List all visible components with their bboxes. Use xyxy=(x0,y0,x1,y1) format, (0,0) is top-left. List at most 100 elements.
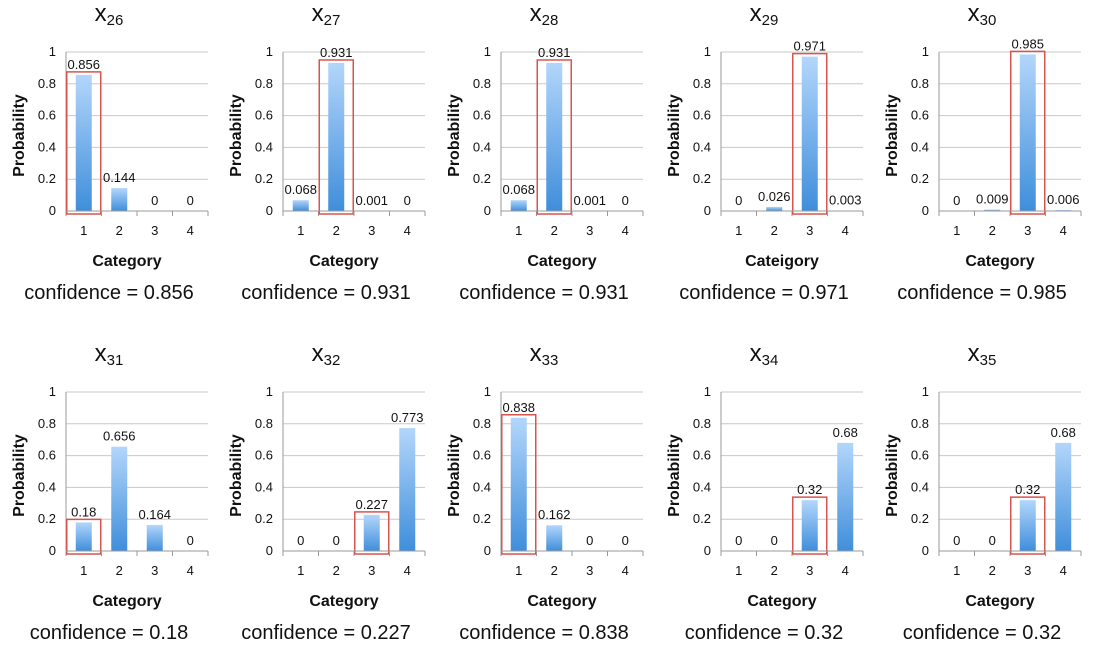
data-label: 0 xyxy=(735,193,742,208)
bar xyxy=(766,207,782,211)
bar xyxy=(802,500,818,551)
y-tick-label: 0.4 xyxy=(38,479,56,494)
y-axis-title: Probability xyxy=(228,434,245,517)
x-tick-label: 3 xyxy=(1024,563,1031,578)
x-tick-label: 2 xyxy=(551,223,558,238)
x-tick-label: 2 xyxy=(551,563,558,578)
x-tick-label: 1 xyxy=(297,223,304,238)
y-tick-label: 0.8 xyxy=(473,416,491,431)
y-tick-label: 0.2 xyxy=(38,171,56,186)
data-label: 0.985 xyxy=(1011,36,1044,51)
y-tick-label: 0.2 xyxy=(255,171,273,186)
data-label: 0.32 xyxy=(1015,482,1040,497)
y-tick-label: 1 xyxy=(49,384,56,399)
x-tick-label: 3 xyxy=(151,563,158,578)
x-tick-label: 2 xyxy=(116,223,123,238)
confidence-label: confidence = 0.985 xyxy=(873,282,1091,305)
bar-chart: 00.20.40.60.81102030.3240.68CategoryProb… xyxy=(655,340,873,658)
confidence-label: confidence = 0.931 xyxy=(435,282,653,305)
confidence-label: confidence = 0.18 xyxy=(0,622,218,645)
data-label: 0.144 xyxy=(103,170,136,185)
bar xyxy=(1055,443,1071,551)
confidence-label: confidence = 0.856 xyxy=(0,282,218,305)
x-tick-label: 4 xyxy=(187,563,194,578)
y-tick-label: 0.4 xyxy=(255,139,273,154)
y-tick-label: 0.6 xyxy=(911,108,929,123)
data-label: 0 xyxy=(297,533,304,548)
x-axis-title: Category xyxy=(965,593,1034,610)
bar-chart: 00.20.40.60.811020.00930.98540.006Catego… xyxy=(873,0,1091,318)
x-tick-label: 1 xyxy=(80,223,87,238)
y-tick-label: 1 xyxy=(484,44,491,59)
y-tick-label: 0.4 xyxy=(255,479,273,494)
y-axis-title: Probability xyxy=(884,434,901,517)
y-axis-title: Probability xyxy=(884,94,901,177)
confidence-label: confidence = 0.971 xyxy=(655,282,873,305)
data-label: 0.009 xyxy=(976,192,1009,207)
data-label: 0.68 xyxy=(1051,425,1076,440)
y-tick-label: 0 xyxy=(922,543,929,558)
data-label: 0.001 xyxy=(573,193,606,208)
y-axis-title: Probability xyxy=(666,434,683,517)
x-tick-label: 1 xyxy=(515,563,522,578)
y-tick-label: 0.2 xyxy=(38,511,56,526)
x-tick-label: 4 xyxy=(842,223,849,238)
y-tick-label: 0.6 xyxy=(255,108,273,123)
x-tick-label: 3 xyxy=(586,223,593,238)
data-label: 0.18 xyxy=(71,504,96,519)
y-tick-label: 0.6 xyxy=(473,108,491,123)
data-label: 0.026 xyxy=(758,189,791,204)
y-tick-label: 0.2 xyxy=(473,171,491,186)
bar xyxy=(837,443,853,551)
confidence-label: confidence = 0.227 xyxy=(217,622,435,645)
y-axis-title: Probability xyxy=(446,434,463,517)
x-tick-label: 2 xyxy=(989,223,996,238)
data-label: 0.003 xyxy=(829,193,862,208)
bar xyxy=(76,522,92,551)
y-tick-label: 1 xyxy=(922,384,929,399)
y-tick-label: 0.2 xyxy=(911,511,929,526)
x-tick-label: 1 xyxy=(515,223,522,238)
data-label: 0.773 xyxy=(391,410,424,425)
bar-chart: 00.20.40.60.8110.85620.1443040CategoryPr… xyxy=(0,0,218,318)
x-tick-label: 2 xyxy=(771,563,778,578)
data-label: 0.32 xyxy=(797,482,822,497)
x-tick-label: 1 xyxy=(80,563,87,578)
data-label: 0.068 xyxy=(502,182,535,197)
y-axis-title: Probability xyxy=(11,94,28,177)
y-tick-label: 0.6 xyxy=(473,448,491,463)
data-label: 0.838 xyxy=(502,400,535,415)
x-tick-label: 3 xyxy=(368,223,375,238)
confidence-label: confidence = 0.838 xyxy=(435,622,653,645)
bar-chart: 00.20.40.60.81102030.3240.68CategoryProb… xyxy=(873,340,1091,658)
y-tick-label: 0.4 xyxy=(473,139,491,154)
y-tick-label: 0.2 xyxy=(693,511,711,526)
bar xyxy=(111,447,127,551)
x-tick-label: 4 xyxy=(842,563,849,578)
x-tick-label: 4 xyxy=(404,563,411,578)
x-tick-label: 4 xyxy=(622,223,629,238)
y-tick-label: 0.4 xyxy=(473,479,491,494)
y-axis-title: Probability xyxy=(446,94,463,177)
y-tick-label: 0.6 xyxy=(693,108,711,123)
x-tick-label: 2 xyxy=(333,563,340,578)
bar xyxy=(511,200,527,211)
bar xyxy=(802,57,818,211)
x-axis-title: Category xyxy=(92,593,161,610)
bar xyxy=(546,63,562,211)
y-tick-label: 0 xyxy=(704,543,711,558)
x-axis-title: Cateigory xyxy=(745,253,819,270)
x-tick-label: 2 xyxy=(989,563,996,578)
y-tick-label: 0.2 xyxy=(255,511,273,526)
y-tick-label: 0.8 xyxy=(255,416,273,431)
y-tick-label: 0.8 xyxy=(473,76,491,91)
x-axis-title: Category xyxy=(92,253,161,270)
y-axis-title: Probability xyxy=(666,94,683,177)
data-label: 0.162 xyxy=(538,507,571,522)
